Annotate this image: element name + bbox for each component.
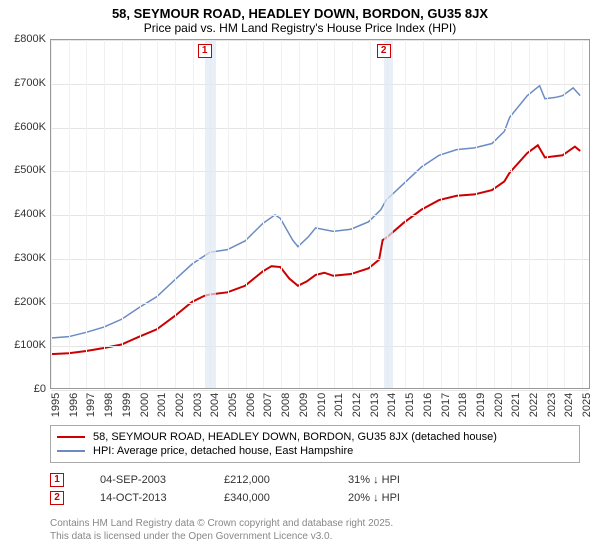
chart-title: 58, SEYMOUR ROAD, HEADLEY DOWN, BORDON, … [0,6,600,21]
y-tick-label: £700K [14,77,46,89]
x-tick-label: 2013 [369,393,381,417]
line-series [51,40,589,388]
legend-label: 58, SEYMOUR ROAD, HEADLEY DOWN, BORDON, … [93,431,497,443]
marker-date: 04-SEP-2003 [100,474,200,486]
x-tick-label: 2016 [422,393,434,417]
marker-row: 1 04-SEP-2003 £212,000 31% ↓ HPI [50,471,600,489]
marker-number-icon: 1 [50,473,64,487]
marker-number-icon: 2 [50,491,64,505]
marker-delta: 31% ↓ HPI [348,474,448,486]
x-tick-label: 1999 [121,393,133,417]
markers-table: 1 04-SEP-2003 £212,000 31% ↓ HPI 2 14-OCT-201… [50,471,600,507]
marker-date: 14-OCT-2013 [100,492,200,504]
chart-container: 58, SEYMOUR ROAD, HEADLEY DOWN, BORDON, … [0,0,600,560]
x-tick-label: 2021 [510,393,522,417]
x-tick-label: 2006 [245,393,257,417]
x-tick-label: 2014 [386,393,398,417]
x-tick-label: 2000 [139,393,151,417]
x-tick-label: 2004 [209,393,221,417]
x-tick-label: 2007 [262,393,274,417]
legend-row: 58, SEYMOUR ROAD, HEADLEY DOWN, BORDON, … [57,430,573,444]
attribution-line: This data is licensed under the Open Gov… [50,530,600,543]
x-tick-label: 1995 [50,393,62,417]
y-tick-label: £300K [14,252,46,264]
x-axis: 1995 1996 1997 1998 1999 2000 2001 2002 2003 2004… [50,389,590,419]
x-tick-label: 2024 [563,393,575,417]
x-tick-label: 2012 [351,393,363,417]
x-tick-label: 2017 [440,393,452,417]
legend: 58, SEYMOUR ROAD, HEADLEY DOWN, BORDON, … [50,425,580,463]
x-tick-label: 2008 [280,393,292,417]
x-tick-label: 2010 [316,393,328,417]
x-tick-label: 2011 [333,393,345,417]
sale-shade [205,40,216,388]
x-tick-label: 2015 [404,393,416,417]
sale-shade [384,40,393,388]
legend-swatch [57,450,85,452]
y-tick-label: £0 [34,383,46,395]
marker-price: £212,000 [224,474,324,486]
legend-label: HPI: Average price, detached house, East… [93,445,353,457]
x-tick-label: 2025 [581,393,593,417]
x-tick-label: 2003 [192,393,204,417]
sale-marker: 1 [198,44,212,58]
title-block: 58, SEYMOUR ROAD, HEADLEY DOWN, BORDON, … [0,0,600,39]
x-tick-label: 2019 [475,393,487,417]
x-tick-label: 2023 [546,393,558,417]
x-tick-label: 2005 [227,393,239,417]
x-tick-label: 2018 [457,393,469,417]
y-axis: £0£100K£200K£300K£400K£500K£600K£700K£80… [0,39,50,419]
y-tick-label: £600K [14,121,46,133]
marker-row: 2 14-OCT-2013 £340,000 20% ↓ HPI [50,489,600,507]
x-tick-label: 2001 [156,393,168,417]
y-tick-label: £800K [14,33,46,45]
x-tick-label: 1996 [68,393,80,417]
plot-area: £0£100K£200K£300K£400K£500K£600K£700K£80… [0,39,600,419]
y-tick-label: £200K [14,296,46,308]
legend-swatch [57,436,85,438]
x-tick-label: 2009 [298,393,310,417]
plot-surface: 12 [50,39,590,389]
x-tick-label: 2020 [493,393,505,417]
attribution: Contains HM Land Registry data © Crown c… [50,517,600,543]
legend-row: HPI: Average price, detached house, East… [57,444,573,458]
sale-marker: 2 [377,44,391,58]
y-tick-label: £100K [14,339,46,351]
attribution-line: Contains HM Land Registry data © Crown c… [50,517,600,530]
y-tick-label: £400K [14,208,46,220]
y-tick-label: £500K [14,164,46,176]
x-tick-label: 2022 [528,393,540,417]
marker-price: £340,000 [224,492,324,504]
marker-delta: 20% ↓ HPI [348,492,448,504]
x-tick-label: 2002 [174,393,186,417]
x-tick-label: 1997 [85,393,97,417]
chart-subtitle: Price paid vs. HM Land Registry's House … [0,21,600,35]
x-tick-label: 1998 [103,393,115,417]
